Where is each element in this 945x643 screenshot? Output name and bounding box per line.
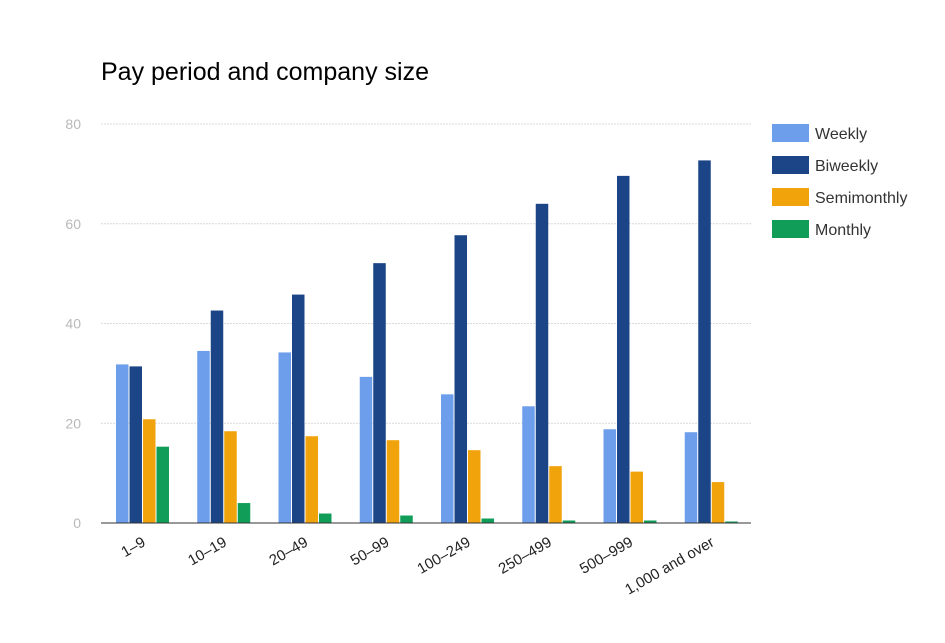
bar-monthly: [400, 515, 413, 523]
bar-weekly: [684, 432, 698, 523]
x-tick-label: 1,000 and over: [622, 534, 717, 599]
bar-monthly: [562, 520, 576, 523]
legend-swatch-biweekly: [772, 156, 809, 174]
y-tick-label: 60: [65, 216, 81, 232]
x-tick-label: 1–9: [118, 534, 148, 561]
legend: Weekly Biweekly Semimonthly Monthly: [772, 124, 907, 239]
bar-biweekly: [129, 366, 142, 523]
bar-monthly: [237, 503, 251, 523]
x-tick-label: 50–99: [348, 534, 393, 570]
y-tick-label: 0: [73, 515, 81, 531]
x-tick-label: 20–49: [266, 534, 311, 570]
bar-monthly: [156, 446, 169, 523]
bar-monthly: [481, 518, 494, 523]
y-axis-ticks: 0 20 40 60 80: [65, 116, 81, 531]
x-tick-label: 250–499: [496, 534, 555, 578]
bar-biweekly: [698, 160, 711, 523]
legend-swatch-monthly: [772, 220, 809, 238]
bar-weekly: [522, 406, 535, 523]
bar-weekly: [441, 394, 454, 523]
bar-biweekly: [210, 310, 224, 523]
bar-monthly: [725, 521, 738, 523]
bar-weekly: [278, 352, 291, 523]
x-tick-label: 10–19: [185, 534, 230, 570]
legend-label-weekly: Weekly: [815, 126, 867, 143]
bar-weekly: [603, 429, 616, 523]
bar-semimonthly: [224, 431, 237, 523]
bar-semimonthly: [711, 482, 725, 523]
bar-weekly: [116, 364, 129, 523]
x-tick-label: 100–249: [414, 534, 473, 578]
bar-biweekly: [617, 175, 630, 523]
bar-semimonthly: [549, 466, 562, 523]
bar-monthly: [319, 513, 332, 523]
bar-biweekly: [454, 235, 467, 523]
bars: [116, 160, 738, 524]
x-tick-label: 500–999: [577, 534, 636, 578]
x-axis-labels: 1–9 10–19 20–49 50–99 100–249 250–499 500–9991…: [118, 534, 717, 599]
bar-biweekly: [292, 294, 305, 523]
bar-semimonthly: [386, 440, 400, 523]
legend-label-monthly: Monthly: [815, 222, 871, 239]
bar-semimonthly: [630, 471, 643, 523]
bar-monthly: [644, 520, 657, 523]
legend-swatch-semimonthly: [772, 188, 809, 206]
legend-label-biweekly: Biweekly: [815, 158, 878, 175]
chart-title: Pay period and company size: [101, 58, 429, 86]
y-tick-label: 20: [65, 415, 81, 431]
bar-weekly: [359, 376, 373, 523]
bar-biweekly: [373, 263, 386, 523]
bar-weekly: [197, 350, 210, 523]
legend-label-semimonthly: Semimonthly: [815, 190, 907, 207]
bar-semimonthly: [468, 450, 481, 523]
y-tick-label: 80: [65, 116, 81, 132]
y-tick-label: 40: [65, 316, 81, 332]
bar-semimonthly: [305, 436, 318, 523]
legend-swatch-weekly: [772, 124, 809, 142]
bar-semimonthly: [143, 419, 156, 523]
bar-biweekly: [535, 203, 549, 524]
